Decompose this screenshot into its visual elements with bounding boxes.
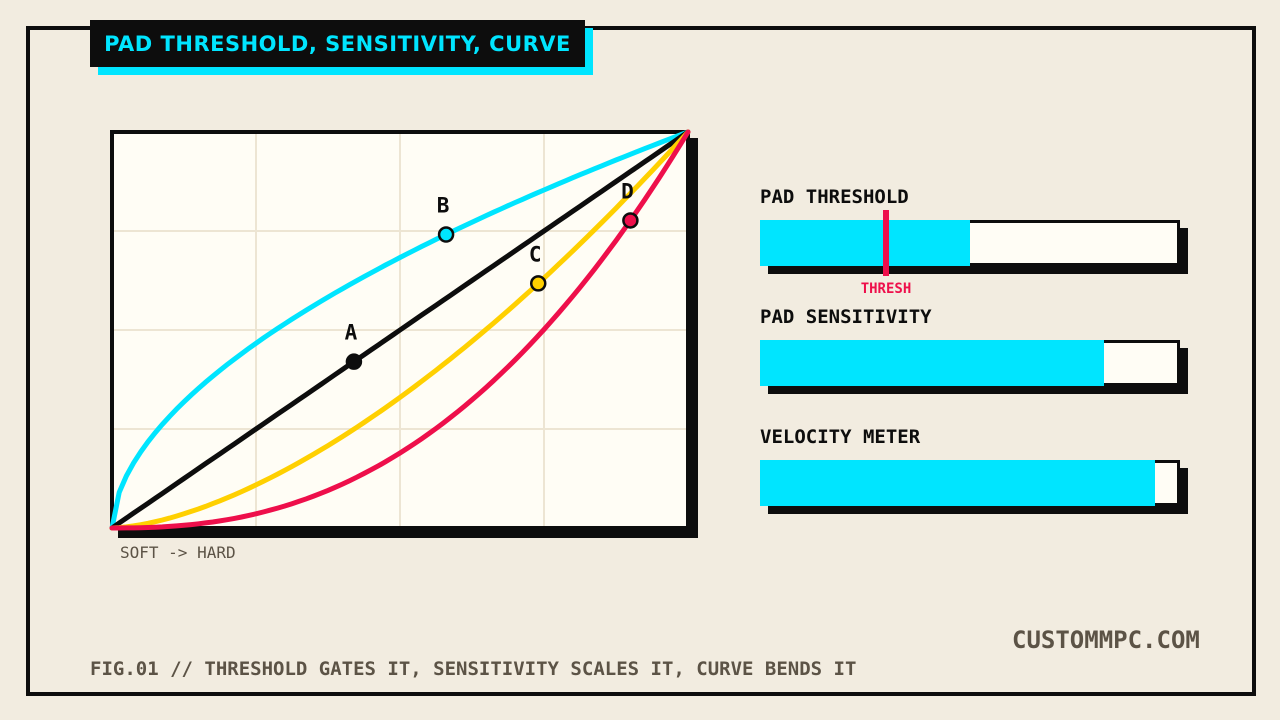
point-a xyxy=(345,353,363,370)
curve-log xyxy=(109,129,691,531)
curve-linear xyxy=(109,129,691,531)
point-d xyxy=(622,212,639,229)
curve-soft xyxy=(109,129,691,531)
threshold-marker xyxy=(883,210,889,276)
figure-caption: FIG.01 // THRESHOLD GATES IT, SENSITIVIT… xyxy=(90,658,857,680)
curve-exp xyxy=(109,129,691,531)
velocity-meter-fill xyxy=(760,460,1155,506)
brand-text: CUSTOMMPC.COM xyxy=(1012,626,1200,654)
point-c xyxy=(529,275,547,292)
sensitivity-label: PAD SENSITIVITY xyxy=(760,306,932,328)
point-label-b: B xyxy=(437,194,450,218)
sensitivity-meter-fill xyxy=(760,340,1105,386)
graph-curves xyxy=(109,129,691,531)
threshold-meter: THRESH xyxy=(760,210,1188,297)
threshold-marker-label: THRESH xyxy=(860,281,912,297)
figure-frame xyxy=(26,26,1256,696)
sensitivity-meter xyxy=(760,340,1188,394)
point-label-c: C xyxy=(529,242,542,266)
threshold-meter-fill xyxy=(760,220,970,266)
axis-caption: SOFT -> HARD xyxy=(120,543,236,562)
page-title: PAD THRESHOLD, SENSITIVITY, CURVE xyxy=(104,31,571,56)
title-banner: PAD THRESHOLD, SENSITIVITY, CURVE xyxy=(90,20,585,67)
velocity-label: VELOCITY METER xyxy=(760,426,921,448)
point-b xyxy=(437,226,455,243)
point-label-d: D xyxy=(621,179,634,203)
point-label-a: A xyxy=(345,321,358,345)
graph-points: A B C D xyxy=(345,179,639,370)
velocity-meter xyxy=(760,460,1188,514)
threshold-label: PAD THRESHOLD xyxy=(760,186,909,208)
